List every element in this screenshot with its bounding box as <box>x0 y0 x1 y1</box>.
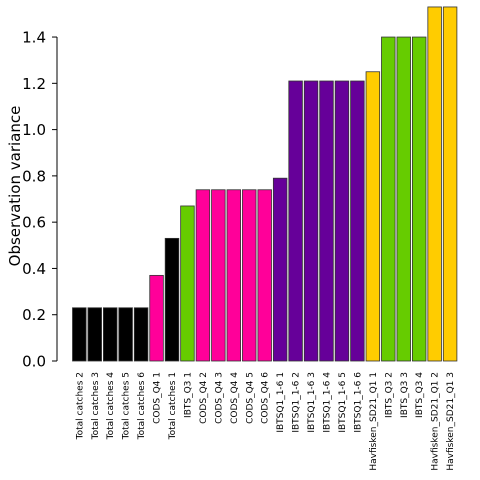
x-tick-label: IBTSQ1_1-6 4 <box>323 372 333 433</box>
bar <box>288 80 303 362</box>
x-tick-label: CODS_Q4 5 <box>245 372 255 424</box>
y-tick-label: 0.4 <box>22 260 46 278</box>
x-tick-label: IBTS_Q3 3 <box>400 372 410 418</box>
y-tick-label: 0.2 <box>22 306 46 324</box>
x-tick-label: CODS_Q4 3 <box>214 372 224 424</box>
bars <box>72 6 458 362</box>
bar <box>164 237 180 362</box>
x-tick-label: Total catches 5 <box>122 372 132 440</box>
y-tick-label: 0.0 <box>22 353 46 371</box>
x-tick-label: CODS_Q4 2 <box>199 372 209 424</box>
bar <box>365 71 381 362</box>
bar <box>272 177 288 362</box>
x-tick-label: Total catches 2 <box>75 372 85 440</box>
x-tick-label: Total catches 3 <box>91 372 101 440</box>
y-tick-label: 0.6 <box>22 214 46 232</box>
bar <box>103 307 118 362</box>
bar <box>303 80 319 362</box>
x-tick-label: IBTSQ1_1-6 6 <box>353 372 363 433</box>
x-tick-label: IBTS_Q3 1 <box>183 372 193 418</box>
bar <box>149 274 164 362</box>
x-tick-label: IBTSQ1_1-6 1 <box>276 372 286 433</box>
bar <box>319 80 334 362</box>
bar <box>133 307 149 362</box>
bar <box>334 80 350 362</box>
bar <box>411 36 427 362</box>
x-tick-label: IBTSQ1_1-6 2 <box>292 372 302 433</box>
bar <box>242 189 257 362</box>
x-tick-label: CODS_Q4 4 <box>230 372 240 424</box>
bar <box>72 307 87 362</box>
x-tick-label: Havfisken_SD21_Q1 2 <box>431 372 441 471</box>
bar <box>350 80 365 362</box>
y-tick-label: 1.2 <box>22 75 46 93</box>
x-tick-label: Total catches 4 <box>106 372 116 441</box>
bar <box>442 6 458 362</box>
bar <box>381 36 396 362</box>
x-tick-label: IBTSQ1_1-6 3 <box>307 372 317 433</box>
y-tick-label: 1.0 <box>22 121 46 139</box>
x-tick-label: Total catches 1 <box>168 372 178 440</box>
x-tick-label: Havfisken_SD21_Q1 3 <box>446 372 456 471</box>
x-tick-label: IBTS_Q3 4 <box>415 372 425 418</box>
bar <box>211 189 226 362</box>
bar <box>257 189 272 362</box>
x-tick-label: Havfisken_SD21_Q1 1 <box>369 372 379 471</box>
bar <box>396 36 411 362</box>
y-axis: 0.0 0.2 0.4 0.6 0.8 1.0 1.2 1.4 <box>22 29 58 371</box>
bar <box>226 189 242 362</box>
bar <box>195 189 211 362</box>
x-tick-label: CODS_Q4 1 <box>153 372 163 424</box>
bar <box>118 307 133 362</box>
y-tick-label: 0.8 <box>22 167 46 185</box>
x-tick-labels: Total catches 2 Total catches 3 Total catc… <box>75 372 456 471</box>
bar <box>180 205 195 362</box>
y-tick-label: 1.4 <box>22 29 46 47</box>
x-tick-label: Total catches 6 <box>137 372 147 441</box>
bar <box>427 6 442 362</box>
bar <box>87 307 102 362</box>
x-tick-label: IBTS_Q3 2 <box>384 372 394 418</box>
y-axis-label: Observation variance <box>6 106 24 267</box>
x-tick-label: CODS_Q4 6 <box>261 372 271 424</box>
x-tick-label: IBTSQ1_1-6 5 <box>338 372 348 433</box>
